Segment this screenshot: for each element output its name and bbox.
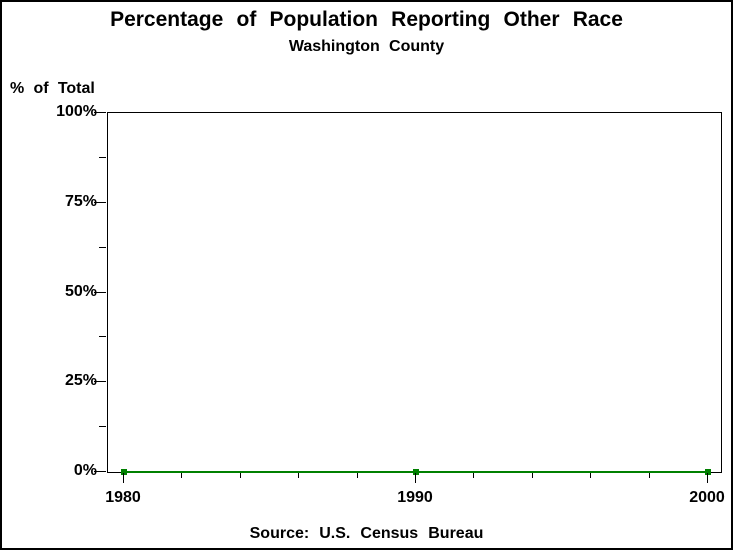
y-axis-tick-label: 0% <box>73 462 97 479</box>
x-axis-major-tick <box>123 473 124 483</box>
y-axis-minor-tick <box>99 336 106 337</box>
y-axis-tick-label: 25% <box>64 372 97 389</box>
x-axis-minor-tick <box>473 473 474 478</box>
y-axis-major-tick <box>94 292 106 293</box>
x-axis-major-tick <box>415 473 416 483</box>
y-axis-tick-label: 100% <box>56 103 97 120</box>
chart-title: Percentage of Population Reporting Other… <box>110 8 623 31</box>
y-axis-major-tick <box>94 381 106 382</box>
y-axis-major-tick <box>94 112 106 113</box>
y-axis-minor-tick <box>99 157 106 158</box>
data-series-line <box>121 469 711 475</box>
y-axis-minor-tick <box>99 426 106 427</box>
data-point-marker <box>705 469 711 475</box>
x-axis-minor-tick <box>181 473 182 478</box>
x-axis-tick-label: 1980 <box>105 489 141 506</box>
chart-subtitle: Washington County <box>288 38 445 55</box>
y-axis-minor-tick <box>99 247 106 248</box>
x-axis-minor-tick <box>532 473 533 478</box>
data-point-marker <box>413 469 419 475</box>
y-axis-major-tick <box>94 471 106 472</box>
x-axis-tick-label: 2000 <box>689 489 725 506</box>
x-axis-tick-label: 1990 <box>397 489 433 506</box>
x-axis-minor-tick <box>240 473 241 478</box>
y-axis-tick-label: 50% <box>64 283 97 300</box>
x-axis-major-tick <box>707 473 708 483</box>
data-point-marker <box>121 469 127 475</box>
x-axis-minor-tick <box>357 473 358 478</box>
y-axis-title: % of Total <box>10 80 95 97</box>
x-axis-minor-tick <box>649 473 650 478</box>
y-axis-major-tick <box>94 202 106 203</box>
y-axis-tick-label: 75% <box>64 193 97 210</box>
x-axis-minor-tick <box>590 473 591 478</box>
source-note: Source: U.S. Census Bureau <box>249 525 484 542</box>
x-axis-minor-tick <box>298 473 299 478</box>
plot-area <box>107 112 722 475</box>
